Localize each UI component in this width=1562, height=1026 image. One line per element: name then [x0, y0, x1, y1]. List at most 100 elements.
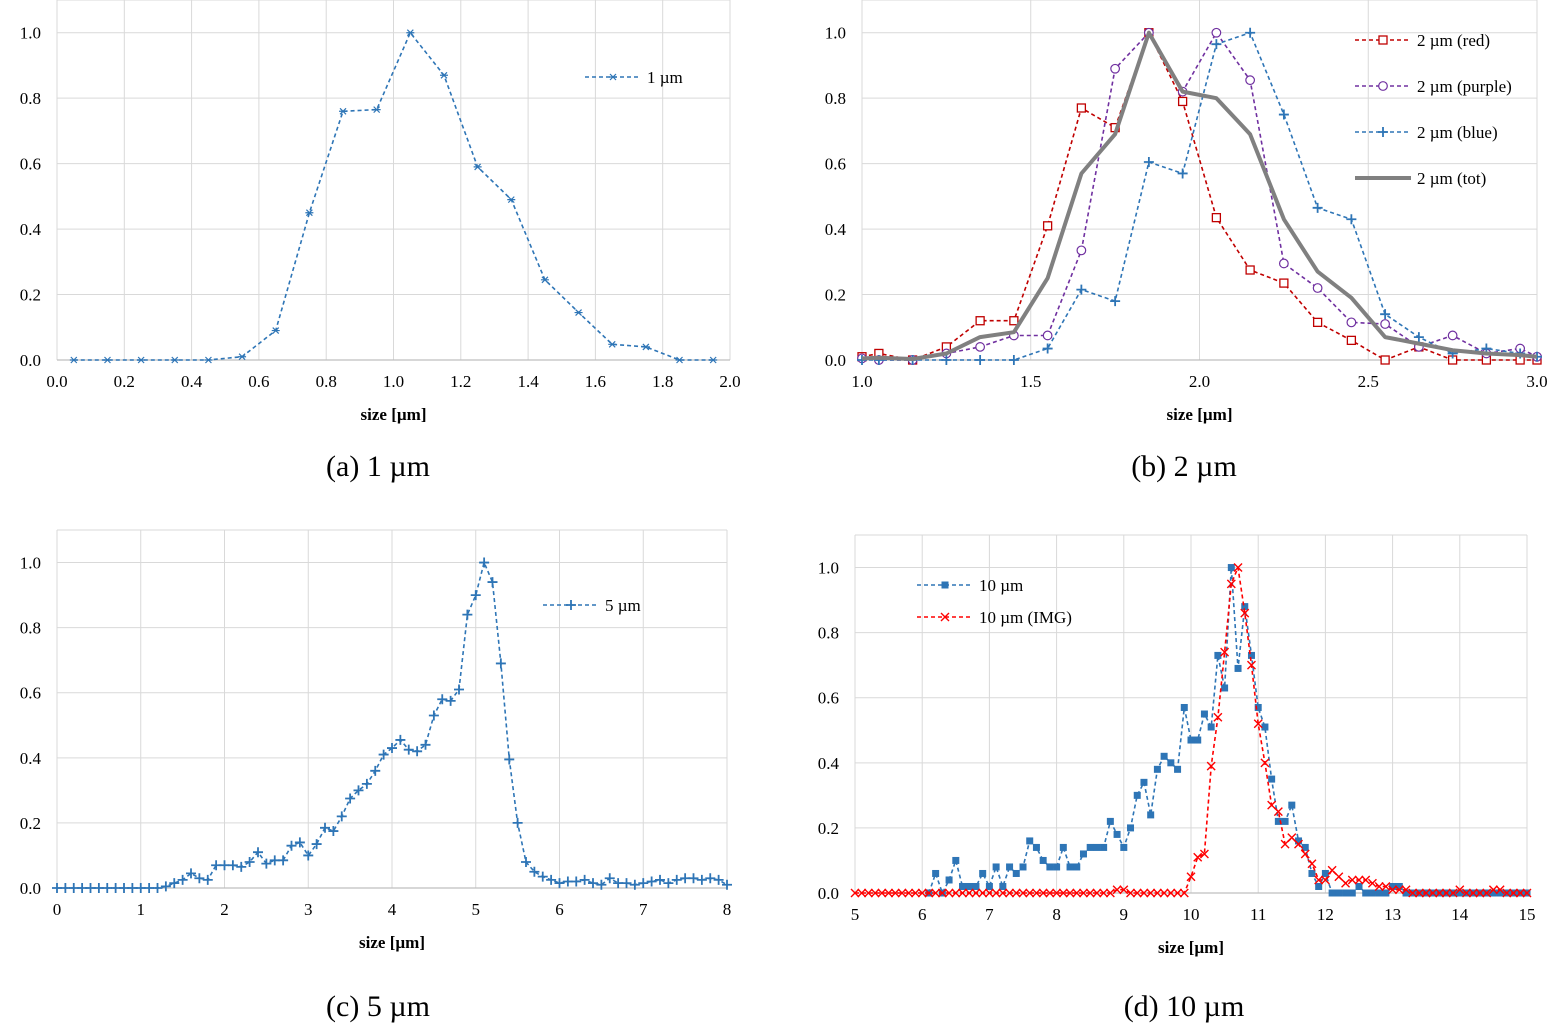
data-point — [931, 888, 941, 898]
data-point — [890, 888, 900, 898]
x-axis-label: size [µm] — [359, 933, 425, 952]
data-point — [437, 694, 448, 705]
data-point — [1126, 888, 1136, 898]
data-point — [975, 316, 985, 326]
data-point — [507, 196, 516, 204]
data-point — [186, 868, 196, 879]
panel-caption: (d) 10 µm — [1124, 990, 1245, 1023]
data-point — [944, 888, 954, 898]
data-point — [688, 873, 699, 884]
data-point — [204, 356, 213, 364]
data-point — [294, 837, 305, 848]
data-point — [991, 888, 1001, 898]
data-point — [1320, 875, 1330, 885]
data-point — [1211, 39, 1222, 50]
data-point — [1489, 889, 1497, 897]
data-point — [1006, 863, 1014, 871]
data-point — [286, 840, 297, 851]
data-point — [629, 879, 640, 890]
data-point — [462, 609, 473, 620]
x-tick-label: 9 — [1120, 905, 1129, 924]
data-point — [470, 590, 481, 601]
y-tick-label: 0.4 — [818, 754, 840, 773]
data-point — [646, 876, 657, 887]
data-point — [370, 765, 381, 776]
data-point — [361, 778, 372, 789]
y-tick-label: 0.0 — [20, 351, 41, 370]
data-point — [1241, 603, 1249, 611]
series-line — [861, 30, 1538, 361]
data-point — [1113, 830, 1121, 838]
data-point — [1186, 872, 1196, 882]
data-point — [978, 888, 988, 898]
data-point — [1085, 888, 1095, 898]
data-point — [910, 888, 920, 898]
legend-label: 5 µm — [605, 596, 641, 615]
data-point — [479, 557, 490, 568]
data-point — [1214, 651, 1222, 659]
data-point — [1346, 317, 1357, 328]
data-point — [1167, 759, 1175, 767]
data-point — [1394, 885, 1404, 895]
data-point — [1475, 888, 1485, 898]
data-point — [1213, 712, 1223, 722]
series-line — [861, 31, 1538, 361]
grid — [56, 0, 731, 361]
data-point — [1110, 296, 1121, 307]
data-point — [992, 863, 1000, 871]
data-point — [1011, 888, 1021, 898]
x-tick-label: 1 — [137, 900, 146, 919]
data-point — [1066, 863, 1074, 871]
data-point — [1395, 882, 1403, 890]
legend-entry: 2 µm (blue) — [1355, 123, 1498, 142]
data-point — [1152, 888, 1162, 898]
data-point — [705, 873, 716, 884]
data-point — [1093, 843, 1101, 851]
data-point — [1502, 888, 1512, 898]
data-point — [1367, 878, 1377, 888]
data-point — [850, 888, 860, 898]
data-point — [345, 793, 356, 804]
y-tick-label: 0.0 — [20, 879, 41, 898]
y-tick-label: 1.0 — [818, 559, 839, 578]
data-point — [1335, 889, 1343, 897]
data-point — [924, 888, 934, 898]
data-point — [1509, 888, 1519, 898]
x-tick-label: 2 — [220, 900, 229, 919]
data-point — [1106, 817, 1114, 825]
data-point — [160, 881, 171, 892]
data-point — [1227, 564, 1235, 572]
data-point — [999, 882, 1007, 890]
data-point — [1173, 888, 1183, 898]
data-point — [1140, 778, 1148, 786]
data-point — [110, 883, 121, 893]
data-point — [1413, 332, 1424, 343]
data-point — [1045, 888, 1055, 898]
data-point — [1179, 888, 1189, 898]
data-point — [68, 883, 79, 893]
data-point — [372, 106, 381, 114]
data-point — [1441, 888, 1451, 898]
x-tick-label: 0.2 — [114, 372, 135, 391]
data-point — [428, 710, 439, 721]
data-point — [529, 866, 540, 877]
data-point — [1206, 761, 1216, 771]
data-point — [1388, 885, 1398, 895]
x-tick-label: 0.4 — [181, 372, 203, 391]
data-point — [613, 878, 624, 889]
data-point — [959, 882, 967, 890]
data-point — [1193, 852, 1203, 862]
data-point — [412, 746, 423, 757]
data-point — [1279, 278, 1289, 288]
data-point — [1099, 888, 1109, 898]
data-point — [1300, 849, 1310, 859]
data-point — [1079, 850, 1087, 858]
y-tick-label: 0.2 — [20, 814, 41, 833]
x-tick-label: 1.4 — [517, 372, 539, 391]
x-tick-label: 1.0 — [383, 372, 404, 391]
x-tick-label: 8 — [723, 900, 732, 919]
data-point — [1058, 888, 1068, 898]
data-point — [1401, 885, 1411, 895]
data-point — [1053, 863, 1061, 871]
x-tick-label: 15 — [1519, 905, 1536, 924]
